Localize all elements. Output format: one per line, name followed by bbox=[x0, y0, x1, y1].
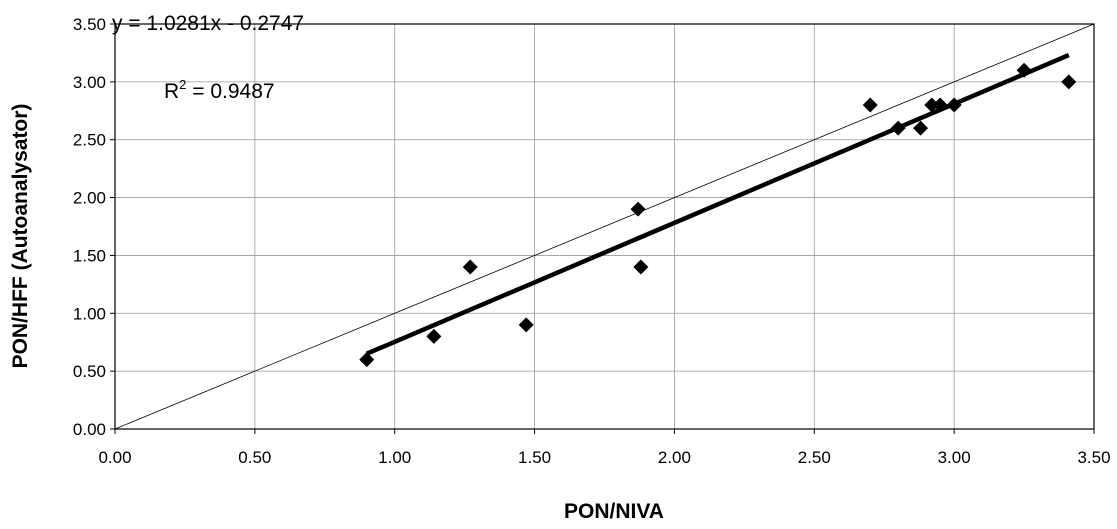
y-tick-label: 3.50 bbox=[73, 15, 106, 34]
x-tick-label: 3.00 bbox=[938, 448, 971, 467]
data-point-marker bbox=[518, 317, 534, 333]
r-squared-label: R2 = 0.9487 bbox=[164, 77, 275, 103]
data-point-marker bbox=[862, 97, 878, 113]
x-axis-title: PON/NIVA bbox=[564, 500, 664, 523]
y-tick-label: 1.00 bbox=[73, 304, 106, 323]
x-tick-label: 1.50 bbox=[518, 448, 551, 467]
x-tick-label: 2.00 bbox=[658, 448, 691, 467]
data-point-marker bbox=[924, 97, 940, 113]
data-point-marker bbox=[946, 97, 962, 113]
data-point-marker bbox=[630, 201, 646, 217]
y-axis-title: PON/HFF (Autoanalysator) bbox=[9, 104, 32, 369]
y-tick-label: 0.50 bbox=[73, 362, 106, 381]
data-point-marker bbox=[932, 97, 948, 113]
data-point-marker bbox=[462, 259, 478, 275]
x-tick-label: 2.50 bbox=[798, 448, 831, 467]
gridlines bbox=[114, 23, 1095, 430]
x-axis-ticks: 0.00 0.50 1.00 1.50 2.00 2.50 3.00 3.50 bbox=[98, 429, 1111, 467]
reference-line-1to1 bbox=[114, 23, 1095, 430]
y-tick-label: 0.00 bbox=[73, 420, 106, 439]
r-squared-superscript: 2 bbox=[179, 77, 186, 92]
data-point-marker bbox=[426, 328, 442, 344]
trendline bbox=[365, 53, 1070, 356]
reference-line-layer bbox=[114, 23, 1095, 430]
x-tick-label: 1.00 bbox=[378, 448, 411, 467]
y-tick-label: 1.50 bbox=[73, 246, 106, 265]
data-point-marker bbox=[359, 352, 375, 368]
data-point-marker bbox=[913, 120, 929, 136]
r-squared-value: = 0.9487 bbox=[186, 80, 274, 103]
data-point-marker bbox=[1016, 62, 1032, 78]
x-tick-label: 3.50 bbox=[1077, 448, 1110, 467]
r-squared-symbol: R bbox=[164, 80, 179, 103]
trendline-equation: y = 1.0281x - 0.2747 bbox=[112, 12, 304, 35]
data-point-marker bbox=[1061, 74, 1077, 90]
data-point-marker bbox=[633, 259, 649, 275]
y-tick-label: 2.00 bbox=[73, 189, 106, 208]
x-tick-label: 0.00 bbox=[98, 448, 131, 467]
y-axis-ticks: 0.00 0.50 1.00 1.50 2.00 2.50 3.00 3.50 bbox=[73, 15, 115, 439]
y-tick-label: 2.50 bbox=[73, 131, 106, 150]
y-tick-label: 3.00 bbox=[73, 73, 106, 92]
data-point-marker bbox=[890, 120, 906, 136]
trendline-layer bbox=[365, 53, 1070, 356]
data-points bbox=[359, 62, 1077, 368]
x-tick-label: 0.50 bbox=[238, 448, 271, 467]
plot-area bbox=[114, 23, 1095, 430]
